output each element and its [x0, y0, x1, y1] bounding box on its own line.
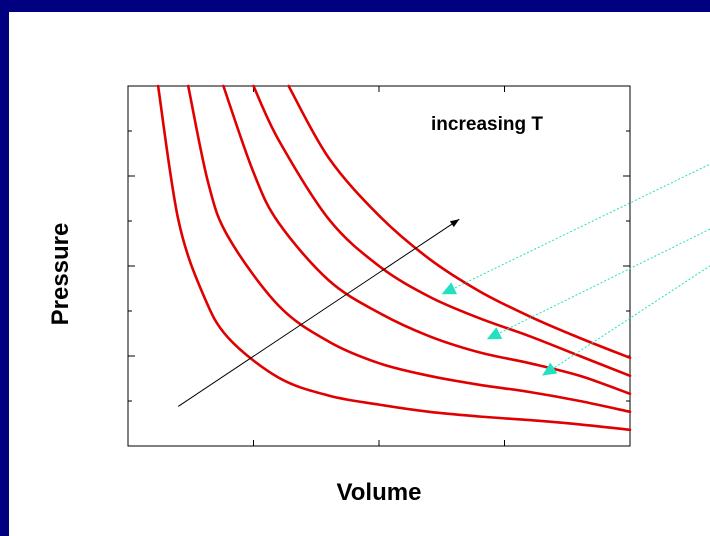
marker-leader-line-1 [444, 163, 710, 294]
isotherm-curve-5 [287, 84, 632, 360]
isotherm-curve-1 [156, 84, 632, 432]
annotation-increasing-t: increasing T [431, 114, 543, 135]
isotherm-curves [156, 84, 632, 432]
isotherm-curve-3 [222, 84, 632, 396]
isotherm-curve-4 [252, 84, 632, 378]
y-axis-label: Pressure [47, 223, 74, 326]
marker-layer [441, 163, 710, 376]
marker-triangle-2 [486, 327, 503, 340]
marker-triangle-1 [441, 282, 457, 295]
increasing-t-arrowhead [449, 219, 460, 228]
increasing-t-arrow [177, 218, 460, 407]
x-axis-label: Volume [337, 479, 422, 506]
marker-leader-line-3 [544, 265, 710, 375]
increasing-t-arrow-layer [177, 218, 460, 407]
isotherm-curve-2 [186, 84, 632, 414]
marker-triangle-3 [542, 362, 558, 376]
slide: increasing T Volume Pressure [9, 12, 710, 536]
marker-leader-line-2 [489, 228, 710, 339]
chart: increasing T Volume Pressure [47, 84, 710, 506]
